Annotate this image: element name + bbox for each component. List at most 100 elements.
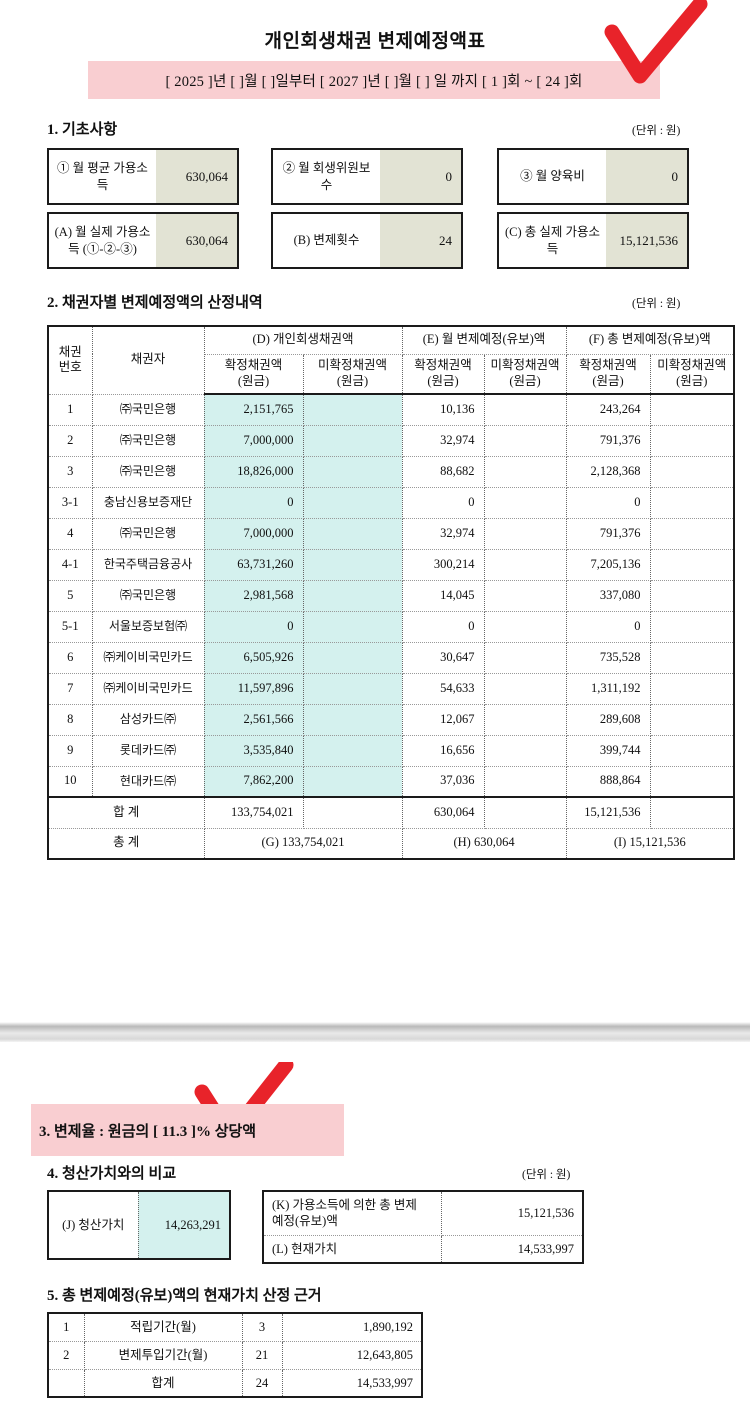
cell-e-fixed: 88,682 [402,456,485,488]
cell-no: 5 [48,580,93,612]
cell-d-fixed: 18,826,000 [204,456,304,488]
section2-heading: 2. 채권자별 변제예정액의 산정내역 [47,295,263,311]
cell-e-fixed: 0 [402,611,485,643]
cell-d-fixed: 0 [204,611,304,643]
cell-d-fixed: 2,151,765 [204,394,304,426]
cell-e-fixed: 12,067 [402,704,485,736]
cell-e-unfixed [484,611,567,643]
info-box-repayment-count: (B) 변제횟수 24 [271,212,463,269]
info-box-childcare-cost: ③ 월 양육비 0 [497,148,689,205]
cell-no: 10 [48,766,93,798]
cell-no: 4-1 [48,549,93,581]
cell-f-unfixed [650,394,735,426]
info-box-actual-monthly-income: (A) 월 실제 가용소득 (①-②-③) 630,064 [47,212,239,269]
cell-e-unfixed [484,704,567,736]
cell-no: 1 [48,394,93,426]
cell-d-unfixed [303,518,403,550]
subtotal-d-unfixed [303,796,403,829]
cell-e-fixed: 300,214 [402,549,485,581]
cell-no: 2 [48,425,93,457]
pv-row-value: 15,121,536 [441,1191,583,1236]
liquidation-value: 14,263,291 [138,1191,230,1259]
cell-f-unfixed [650,580,735,612]
table-row: 10 현대카드㈜ 7,862,200 37,036 888,864 [48,766,735,798]
cell-creditor: 현대카드㈜ [92,766,205,798]
subtotal-f-fixed: 15,121,536 [566,796,651,829]
cell-f-unfixed [650,487,735,519]
liquidation-value-table: (J) 청산가치 14,263,291 [47,1190,231,1260]
cell-f-fixed: 289,608 [566,704,651,736]
pv-row-value: 14,533,997 [517,1241,574,1256]
col-header-D-fixed: 확정채권액 (원금) [204,354,304,395]
cell-creditor: ㈜국민은행 [92,580,205,612]
info-box-monthly-average-income: ① 월 평균 가용소득 630,064 [47,148,239,205]
grandtotal-label: 총 계 [48,828,205,859]
cell-no: 7 [48,673,93,705]
cell-d-unfixed [303,673,403,705]
subtotal-e-unfixed [484,796,567,829]
info-box-value: 0 [380,150,461,203]
present-value-comparison-table: (K) 가용소득에 의한 총 변제 예정(유보)액 15,121,536 (L)… [262,1190,584,1264]
cell-no: 8 [48,704,93,736]
cell-f-unfixed [650,735,735,767]
cell-f-fixed: 791,376 [566,425,651,457]
cell-f-fixed: 7,205,136 [566,549,651,581]
basis-no: 1 [48,1313,85,1342]
col-header-E-fixed: 확정채권액 (원금) [402,354,485,395]
info-box-value: 630,064 [156,214,237,267]
cell-d-unfixed [303,487,403,519]
cell-f-unfixed [650,704,735,736]
section1-unit-note: (단위 : 원) [632,125,681,137]
pv-row-label: (K) 가용소득에 의한 총 변제 예정(유보)액 [263,1191,442,1236]
cell-f-unfixed [650,642,735,674]
table-row: 2 ㈜국민은행 7,000,000 32,974 791,376 [48,425,735,457]
col-header-creditor-no: 채권 번호 [48,326,93,395]
cell-e-unfixed [484,642,567,674]
cell-creditor: ㈜국민은행 [92,456,205,488]
cell-d-fixed: 7,000,000 [204,518,304,550]
cell-e-unfixed [484,580,567,612]
cell-f-fixed: 735,528 [566,642,651,674]
cell-f-unfixed [650,549,735,581]
cell-d-unfixed [303,766,403,798]
subtotal-e-fixed: 630,064 [402,796,485,829]
cell-f-fixed: 888,864 [566,766,651,798]
cell-d-fixed: 2,981,568 [204,580,304,612]
cell-no: 4 [48,518,93,550]
period-highlight-band [88,61,660,99]
basis-amount: 1,890,192 [282,1313,422,1342]
table-row: 6 ㈜케이비국민카드 6,505,926 30,647 735,528 [48,642,735,674]
col-header-creditor: 채권자 [92,326,205,395]
basis-months: 21 [242,1341,283,1370]
cell-d-unfixed [303,611,403,643]
cell-no: 3-1 [48,487,93,519]
repayment-rate-highlight-band [31,1104,344,1156]
cell-d-unfixed [303,549,403,581]
cell-e-fixed: 32,974 [402,518,485,550]
cell-creditor: ㈜국민은행 [92,518,205,550]
cell-f-fixed: 0 [566,487,651,519]
creditor-table-body: 1 ㈜국민은행 2,151,765 10,136 243,264 2 ㈜국민은행… [48,394,735,859]
creditor-repayment-table: 채권 번호 채권자 (D) 개인회생채권액 (E) 월 변제예정(유보)액 (F… [47,325,736,860]
cell-creditor: 한국주택금융공사 [92,549,205,581]
repayment-rate-text: 3. 변제율 : 원금의 [ 11.3 ]% 상당액 [39,1123,257,1140]
info-box-label: ③ 월 양육비 [520,169,585,184]
cell-f-fixed: 791,376 [566,518,651,550]
cell-creditor: 서울보증보험㈜ [92,611,205,643]
basis-label: 적립기간(월) [84,1313,243,1342]
subtotal-label: 합 계 [48,796,205,829]
cell-e-unfixed [484,549,567,581]
basis-label: 합계 [84,1369,243,1397]
page-title: 개인회생채권 변제예정액표 [264,31,486,52]
basis-amount: 14,533,997 [356,1375,413,1390]
table-row: 5 ㈜국민은행 2,981,568 14,045 337,080 [48,580,735,612]
basis-months: 3 [242,1313,283,1342]
cell-d-fixed: 3,535,840 [204,735,304,767]
col-header-E-unfixed: 미확정채권액 (원금) [484,354,567,395]
cell-d-unfixed [303,704,403,736]
cell-e-fixed: 14,045 [402,580,485,612]
grandtotal-row: 총 계 (G) 133,754,021 (H) 630,064 (I) 15,1… [48,828,735,859]
cell-no: 3 [48,456,93,488]
cell-d-unfixed [303,580,403,612]
cell-d-fixed: 7,862,200 [204,766,304,798]
